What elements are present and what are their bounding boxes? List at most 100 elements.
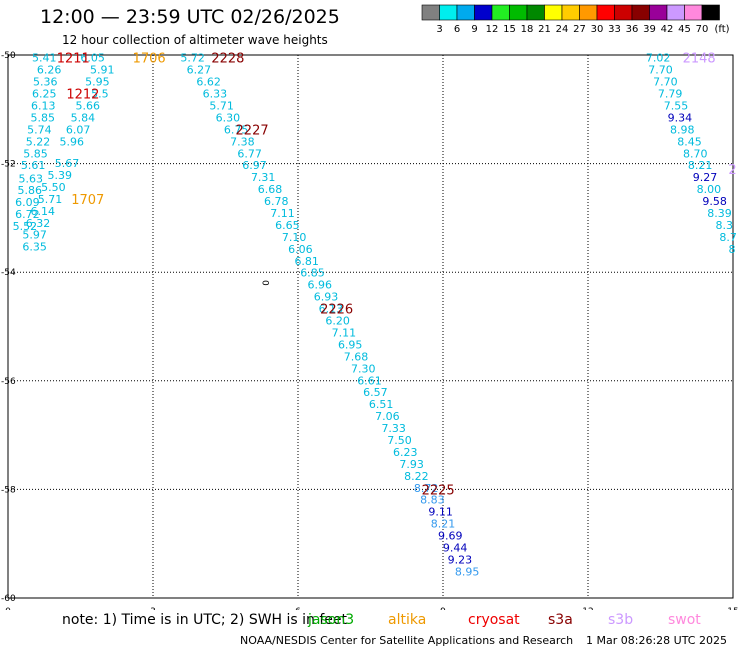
x-tick-label: 12 [582,607,593,610]
wave-height-value: 7.33 [381,422,406,435]
satellite-swot: swot [668,612,701,628]
wave-height-value: 5.61 [21,159,46,172]
pass-time-label: 1211 [57,52,90,67]
wave-height-value: 5.97 [22,229,47,242]
wave-height-value: 7.68 [344,350,369,363]
wave-height-value: 7.70 [648,64,673,77]
x-tick-label: 15 [727,607,738,610]
wave-height-value: 6.20 [325,315,350,328]
pass-time-label: 1707 [71,193,104,208]
wave-height-value: 9.11 [428,506,453,519]
satellite-altika: altika [388,612,427,628]
generation-timestamp: 1 Mar 08:26:28 UTC 2025 [586,634,727,647]
wave-height-value: 8.98 [670,123,695,136]
pass-time-label: 2227 [236,123,269,138]
map-title: 12:00 — 23:59 UTC 02/26/2025 [40,6,340,28]
wave-height-value: 9.69 [438,530,463,543]
wave-height-value: 6.51 [369,398,394,411]
wave-height-value: 8.21 [431,518,456,531]
wave-height-value: 7.50 [387,434,412,447]
wave-height-value: 6.75 [224,123,249,136]
legend-label-13: 42 [661,24,674,35]
wave-height-value: 6.96 [308,279,333,292]
wave-height-value: 6.30 [216,111,241,124]
wave-height-value: 6.13 [319,303,344,316]
wave-height-value: 5.96 [60,135,85,148]
footer-note: note: 1) Time is in UTC; 2) SWH is in fe… [62,612,348,628]
wave-height-value: 5.50 [41,181,66,194]
color-legend: 3 6 9 12 15 18 21 24 27 30 33 36 39 42 45 70 (ft) [421,4,730,35]
wave-height-value: 8.3 [716,219,734,232]
wave-height-value: 6.62 [196,76,221,89]
wave-height-value: 8.00 [697,183,722,196]
wave-height-value: 6.06 [288,243,313,256]
wave-height-value: 5.52 [13,220,38,233]
wave-height-value: 5.22 [26,135,51,148]
wave-height-value: 9.58 [702,195,727,208]
legend-label-14: 45 [678,24,691,35]
legend-label-6: 21 [538,24,551,35]
wave-height-value: 8 [729,243,736,256]
altimeter-map: 03691215-50-52-54-56-58-6005.416.056.265… [1,51,739,610]
satellite-jason3: jason3 [308,612,355,628]
wave-height-value: 6.57 [363,386,388,399]
pass-time-label: 1212 [66,88,99,103]
wave-height-value: 6.14 [31,205,56,218]
wave-height-value: 5.66 [76,99,101,112]
wave-height-value: 8.83 [420,494,445,507]
legend-label-1: 6 [454,24,460,35]
wave-height-value: 8.72 [414,482,439,495]
wave-height-value: 7.93 [399,458,424,471]
wave-height-value: 5.67 [55,157,80,170]
wave-height-value: 6.05 [80,52,105,65]
wave-height-value: 5.39 [47,169,72,182]
legend-label-12: 39 [643,24,656,35]
legend-label-16: (ft) [714,24,729,35]
wave-height-value: 7.10 [282,231,307,244]
pass-time-label: 2 [728,163,736,178]
legend-label-5: 18 [521,24,534,35]
stray-contour-label: 0 [262,280,272,286]
legend-label-4: 15 [503,24,516,35]
wave-height-value: 5.95 [85,76,110,89]
pass-time-label: 2148 [683,52,716,67]
wave-height-value: 6.35 [22,241,47,254]
pass-time-label: 2225 [422,483,455,498]
wave-height-value: 6.77 [237,147,262,160]
wave-height-value: 6.95 [338,338,363,351]
wave-height-value: 6.25 [32,88,57,101]
legend-label-2: 9 [471,24,477,35]
wave-height-value: 5.63 [18,172,43,185]
wave-height-value: 6.61 [357,374,382,387]
wave-height-value: 7.30 [351,362,376,375]
wave-height-value: 8.70 [683,147,708,160]
wave-height-value: 5.86 [18,184,43,197]
wave-height-value: 9.27 [693,171,718,184]
wave-height-value: 7.55 [664,99,689,112]
legend-label-8: 27 [573,24,586,35]
x-tick-label: 0 [5,607,11,610]
pass-time-label: 1706 [133,52,166,67]
wave-height-value: 6.85 [300,267,325,280]
map-frame [7,54,734,599]
wave-height-value: 6.68 [258,183,283,196]
wave-height-value: 6.65 [275,219,300,232]
satellite-s3a: s3a [548,612,573,628]
satellite-cryosat: cryosat [468,612,520,628]
wave-height-value: 5.84 [71,111,96,124]
wave-height-value: 8.45 [677,135,702,148]
x-tick-label: 3 [150,607,156,610]
wave-height-value: 7.70 [653,76,678,89]
wave-height-value: 5.5 [91,88,109,101]
wave-height-value: 6.32 [26,217,51,230]
wave-height-value: 8.95 [455,565,480,578]
wave-height-value: 8.22 [404,470,429,483]
x-tick-label: 6 [295,607,301,610]
wave-height-value: 6.23 [393,446,418,459]
wave-height-value: 6.13 [31,99,56,112]
map-subtitle: 12 hour collection of altimeter wave hei… [62,33,328,47]
legend-label-15: 70 [696,24,709,35]
wave-height-value: 7.38 [230,135,255,148]
wave-height-value: 6.97 [242,159,267,172]
wave-height-value: 6.26 [37,64,62,77]
